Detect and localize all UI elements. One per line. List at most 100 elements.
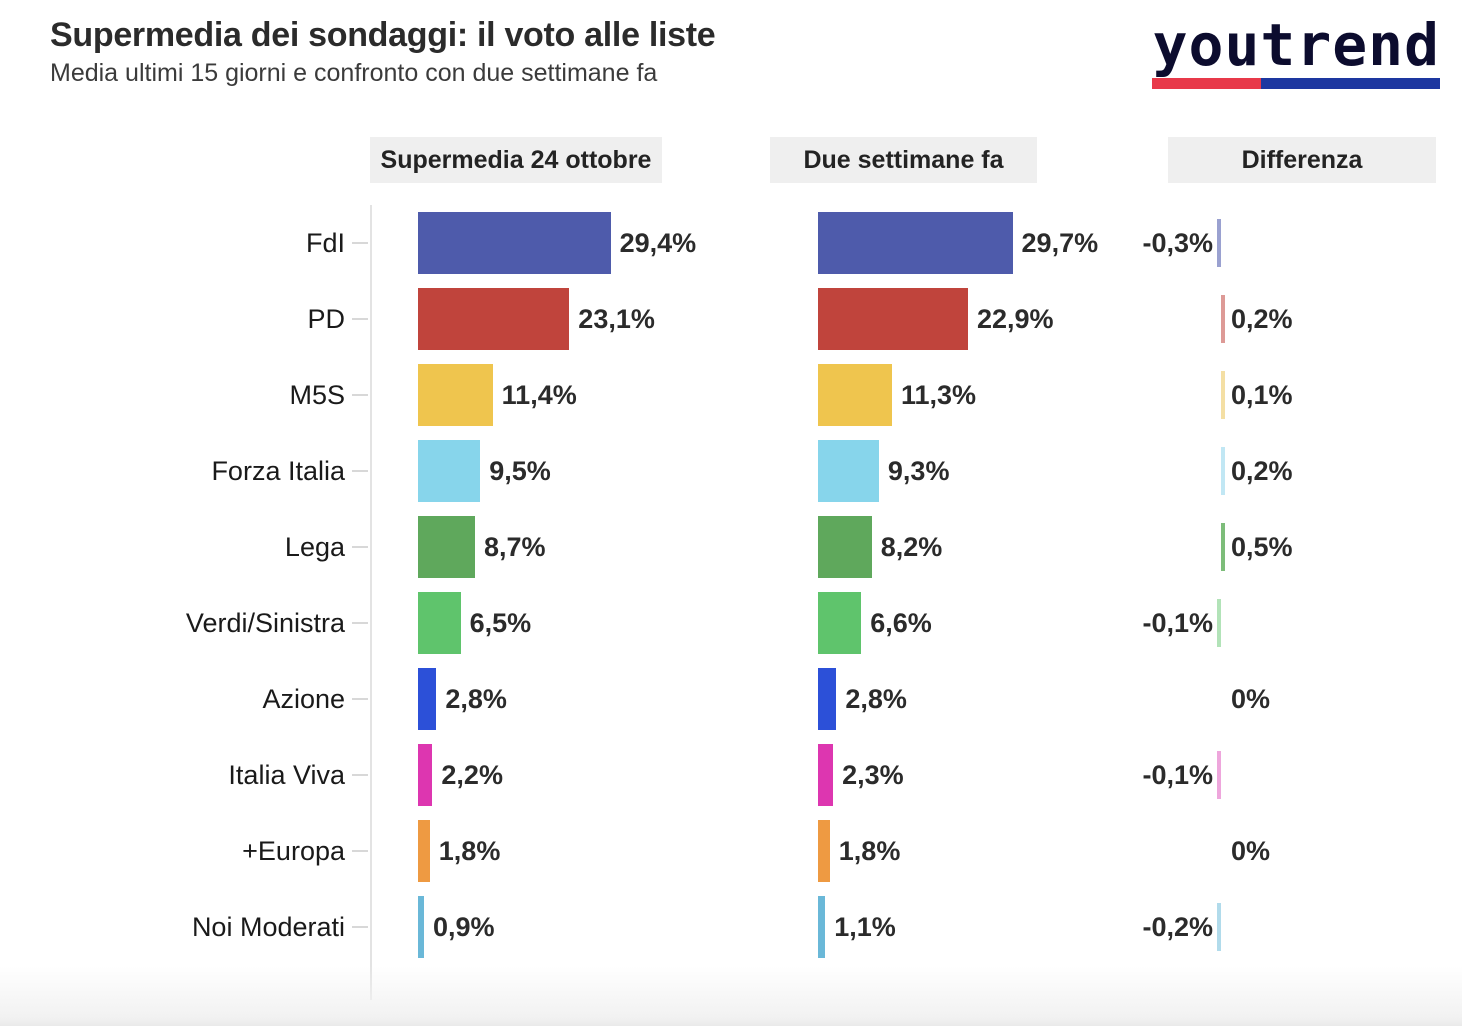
bar-value-current: 29,4% xyxy=(619,227,697,258)
category-label: Azione xyxy=(262,683,345,714)
axis-tick xyxy=(352,318,368,320)
bar-value-previous: 2,3% xyxy=(842,759,904,790)
bar-previous xyxy=(818,820,830,882)
table-row: FdI 29,4% 29,7% -0,3% xyxy=(0,205,1462,281)
logo-underline-bar xyxy=(1152,78,1440,89)
bar-group-current: 29,4% xyxy=(418,205,696,281)
bar-previous xyxy=(818,592,862,654)
axis-tick xyxy=(352,698,368,700)
axis-tick xyxy=(352,546,368,548)
column-header-difference: Differenza xyxy=(1168,137,1436,183)
bar-previous xyxy=(818,440,879,502)
bar-current xyxy=(418,212,611,274)
bar-group-current: 1,8% xyxy=(418,813,500,889)
category-label: Noi Moderati xyxy=(191,911,345,942)
axis-tick xyxy=(352,850,368,852)
bar-group-current: 2,2% xyxy=(418,737,503,813)
youtrend-logo: youtrend xyxy=(1152,16,1440,89)
bar-difference xyxy=(1221,295,1225,343)
logo-wordmark: youtrend xyxy=(1152,11,1440,79)
bar-group-difference: 0,2% xyxy=(1110,433,1360,509)
bar-current xyxy=(418,592,461,654)
bar-difference xyxy=(1221,523,1225,571)
category-label: PD xyxy=(307,303,345,334)
bar-group-previous: 2,3% xyxy=(818,737,904,813)
bar-group-current: 2,8% xyxy=(418,661,507,737)
bar-group-previous: 1,8% xyxy=(818,813,900,889)
category-label: Italia Viva xyxy=(228,759,345,790)
bar-value-current: 2,2% xyxy=(441,759,503,790)
bar-value-difference: -0,1% xyxy=(1142,759,1213,790)
bar-current xyxy=(418,440,481,502)
bar-value-difference: -0,2% xyxy=(1142,911,1213,942)
bar-difference xyxy=(1217,751,1221,799)
page-subtitle: Media ultimi 15 giorni e confronto con d… xyxy=(50,59,658,88)
bar-value-difference: -0,3% xyxy=(1142,227,1213,258)
bar-group-difference: 0% xyxy=(1110,813,1360,889)
axis-tick xyxy=(352,622,368,624)
bar-value-difference: 0,2% xyxy=(1231,455,1293,486)
logo-bar-blue xyxy=(1261,78,1440,89)
bar-current xyxy=(418,896,424,958)
bar-group-previous: 29,7% xyxy=(818,205,1098,281)
bar-value-previous: 6,6% xyxy=(870,607,932,638)
table-row: Forza Italia 9,5% 9,3% 0,2% xyxy=(0,433,1462,509)
bar-value-current: 23,1% xyxy=(578,303,655,334)
bar-current xyxy=(418,668,437,730)
bar-value-current: 0,9% xyxy=(433,911,495,942)
table-row: +Europa 1,8% 1,8% 0% xyxy=(0,813,1462,889)
bar-value-current: 8,7% xyxy=(483,531,546,562)
page-title: Supermedia dei sondaggi: il voto alle li… xyxy=(50,16,716,54)
category-label: Lega xyxy=(284,531,345,562)
bar-current xyxy=(418,744,433,806)
bar-group-difference: -0,2% xyxy=(1110,889,1360,965)
axis-tick xyxy=(352,774,368,776)
chart-rows: FdI 29,4% 29,7% -0,3% PD 23,1% 22,9% 0,2% M5S 11,… xyxy=(0,205,1462,965)
bar-value-difference: 0,2% xyxy=(1231,303,1293,334)
bar-previous xyxy=(818,896,826,958)
bar-value-current: 11,4% xyxy=(501,379,577,410)
bar-previous xyxy=(818,212,1013,274)
bar-value-difference: 0% xyxy=(1231,683,1271,714)
bar-value-current: 1,8% xyxy=(438,835,501,866)
bar-group-difference: -0,1% xyxy=(1110,737,1360,813)
bar-group-difference: 0,2% xyxy=(1110,281,1360,357)
table-row: Italia Viva 2,2% 2,3% -0,1% xyxy=(0,737,1462,813)
axis-tick xyxy=(352,394,368,396)
bar-group-current: 0,9% xyxy=(418,889,495,965)
table-row: M5S 11,4% 11,3% 0,1% xyxy=(0,357,1462,433)
bottom-fade xyxy=(0,966,1462,1026)
bar-group-current: 8,7% xyxy=(418,509,546,585)
bar-value-current: 6,5% xyxy=(469,607,532,638)
bar-difference xyxy=(1221,371,1225,419)
bar-value-difference: 0,5% xyxy=(1231,531,1293,562)
header-block: Supermedia dei sondaggi: il voto alle li… xyxy=(50,16,716,88)
bar-group-current: 6,5% xyxy=(418,585,531,661)
category-label: FdI xyxy=(305,227,345,258)
logo-bar-red xyxy=(1152,78,1262,89)
bar-group-current: 23,1% xyxy=(418,281,655,357)
bar-value-previous: 1,8% xyxy=(838,835,901,866)
column-header-previous: Due settimane fa xyxy=(770,137,1037,183)
bar-previous xyxy=(818,744,834,806)
bar-value-previous: 29,7% xyxy=(1021,227,1099,258)
bar-current xyxy=(418,364,493,426)
bar-group-previous: 2,8% xyxy=(818,661,907,737)
table-row: Noi Moderati 0,9% 1,1% -0,2% xyxy=(0,889,1462,965)
bar-group-difference: 0% xyxy=(1110,661,1360,737)
axis-tick xyxy=(352,242,368,244)
bar-previous xyxy=(818,516,872,578)
column-header-current: Supermedia 24 ottobre xyxy=(370,137,662,183)
bar-group-previous: 9,3% xyxy=(818,433,949,509)
bar-value-difference: 0% xyxy=(1231,835,1271,866)
table-row: Lega 8,7% 8,2% 0,5% xyxy=(0,509,1462,585)
bar-current xyxy=(418,288,570,350)
category-axis-line xyxy=(370,205,372,1000)
bar-value-previous: 8,2% xyxy=(880,531,943,562)
category-label: Forza Italia xyxy=(211,455,345,486)
bar-current xyxy=(418,820,430,882)
bar-previous xyxy=(818,364,892,426)
bar-difference xyxy=(1217,903,1221,951)
bar-group-difference: -0,1% xyxy=(1110,585,1360,661)
